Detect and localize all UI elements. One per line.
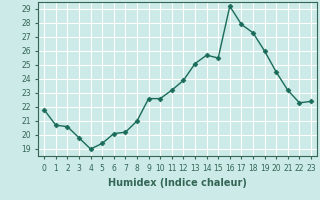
X-axis label: Humidex (Indice chaleur): Humidex (Indice chaleur) — [108, 178, 247, 188]
